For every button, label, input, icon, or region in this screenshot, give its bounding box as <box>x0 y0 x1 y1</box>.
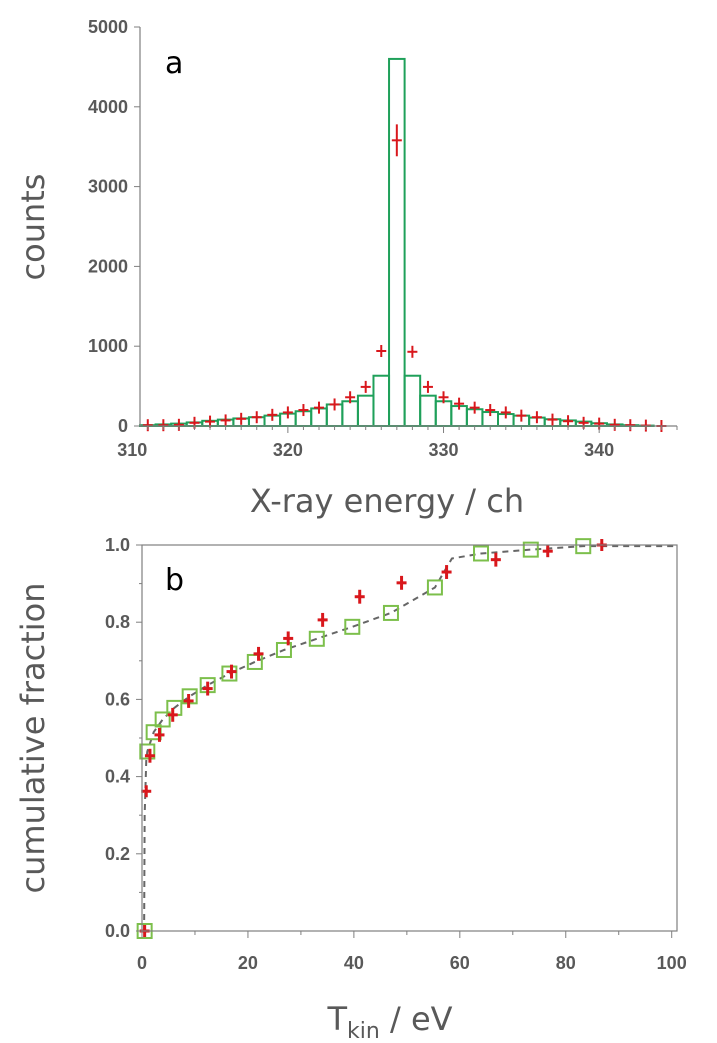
panel-b-plot-area <box>136 538 677 939</box>
panel-a-plot-area <box>139 57 667 432</box>
histogram-bar <box>356 394 375 427</box>
y-tick-label: 1.0 <box>105 535 130 555</box>
x-tick-label: 320 <box>273 440 303 460</box>
square-marker <box>575 538 592 555</box>
square-marker <box>221 665 238 682</box>
square-marker <box>344 618 361 635</box>
panel-b-x-axis-title-main: T <box>326 1000 347 1038</box>
panel-b-chart: 0 20 40 60 80 100 0.0 0.2 0.4 0.6 0.8 1.0 b Tkin / … <box>14 535 687 1043</box>
panel-b-y-axis-title: cumulative fraction <box>14 583 52 894</box>
panel-b-label: b <box>165 563 184 598</box>
square-marker <box>473 545 490 562</box>
histogram-bar <box>434 400 453 427</box>
square-marker <box>275 641 292 658</box>
square-marker <box>139 743 156 760</box>
y-tick-label: 0.8 <box>105 612 130 632</box>
x-tick-label: 40 <box>344 953 364 973</box>
histogram-bar <box>372 374 391 428</box>
panel-a-label: a <box>165 46 183 81</box>
panel-b-axes: 0 20 40 60 80 100 0.0 0.2 0.4 0.6 0.8 1.0 <box>105 535 687 973</box>
panel-a-y-axis-title: counts <box>14 174 52 281</box>
x-tick-label: 60 <box>450 953 470 973</box>
x-tick-label: 310 <box>117 440 147 460</box>
x-tick-label: 340 <box>584 440 614 460</box>
square-marker <box>154 711 171 728</box>
y-tick-label: 0.2 <box>105 844 130 864</box>
y-tick-label: 1000 <box>88 336 128 356</box>
x-tick-label: 20 <box>238 953 258 973</box>
y-tick-label: 0.6 <box>105 689 130 709</box>
histogram-bar <box>403 374 422 428</box>
plot-frame <box>141 544 678 932</box>
square-marker <box>522 541 539 558</box>
panel-b-x-axis-title: Tkin / eV <box>326 1000 452 1043</box>
y-tick-label: 0 <box>118 416 128 436</box>
y-tick-label: 3000 <box>88 177 128 197</box>
y-tick-label: 5000 <box>88 17 128 37</box>
histogram-bar <box>419 394 437 427</box>
square-marker <box>308 630 325 647</box>
panel-a-chart: 310 320 330 340 0 1000 2000 3000 4000 5000 a X-ra… <box>14 17 678 520</box>
square-marker <box>382 604 399 621</box>
y-tick-label: 0.4 <box>105 767 130 787</box>
panel-a-x-axis-title: X-ray energy / ch <box>250 482 524 520</box>
panel-b-x-axis-title-unit: / eV <box>380 1000 453 1038</box>
y-tick-label: 0.0 <box>105 921 130 941</box>
histogram-bar <box>341 400 359 427</box>
panel-a-axes: 310 320 330 340 0 1000 2000 3000 4000 5000 <box>88 17 678 460</box>
y-tick-label: 4000 <box>88 97 128 117</box>
x-tick-label: 80 <box>556 953 576 973</box>
square-marker <box>426 579 443 596</box>
dashed-curve <box>143 545 677 932</box>
histogram-bar <box>388 57 406 427</box>
y-tick-label: 2000 <box>88 256 128 276</box>
x-tick-label: 100 <box>657 953 687 973</box>
x-tick-label: 330 <box>428 440 458 460</box>
panel-b-x-axis-title-subscript: kin <box>347 1019 380 1043</box>
x-tick-label: 0 <box>137 953 147 973</box>
